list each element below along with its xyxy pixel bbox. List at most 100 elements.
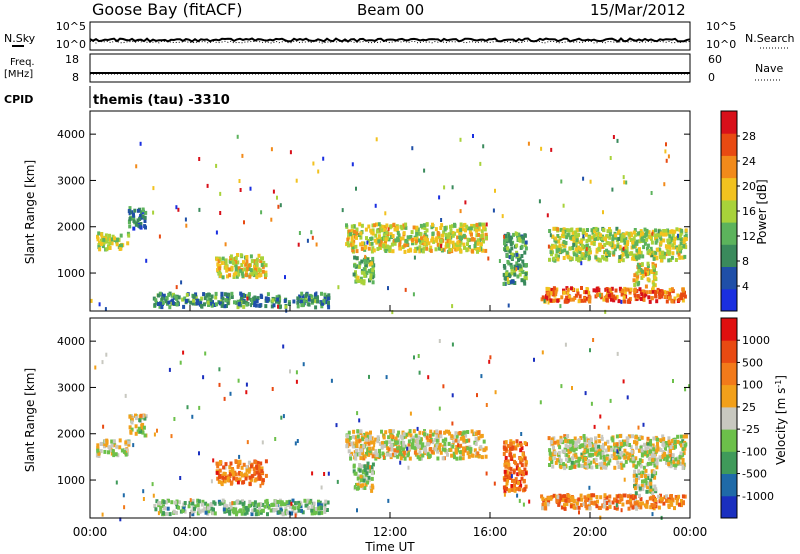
data-cell xyxy=(411,438,415,443)
data-cell xyxy=(438,339,441,343)
data-cell xyxy=(350,237,354,242)
data-cell xyxy=(210,294,214,299)
data-cell xyxy=(265,298,269,303)
data-cell xyxy=(288,499,292,504)
data-cell xyxy=(564,498,568,503)
data-cell xyxy=(455,445,459,449)
data-cell xyxy=(646,261,650,266)
data-cell xyxy=(201,499,205,504)
data-cell xyxy=(602,504,606,508)
data-cell xyxy=(604,309,607,314)
data-cell xyxy=(521,239,525,244)
data-cell xyxy=(590,241,594,246)
data-cell xyxy=(570,235,574,239)
data-cell xyxy=(509,466,513,471)
data-cell xyxy=(336,479,339,484)
data-cell xyxy=(240,263,244,267)
data-cell xyxy=(520,446,524,451)
data-cell xyxy=(658,251,662,256)
data-cell xyxy=(385,375,388,380)
data-cell xyxy=(475,222,479,227)
data-cell xyxy=(419,440,423,445)
data-cell xyxy=(582,176,585,181)
data-cell xyxy=(218,263,222,268)
data-cell xyxy=(506,280,510,284)
data-cell xyxy=(465,248,469,253)
data-cell xyxy=(186,405,189,410)
data-cell xyxy=(546,213,549,218)
data-cell xyxy=(207,297,211,302)
data-cell xyxy=(120,243,123,248)
data-cell xyxy=(374,203,377,208)
data-cell xyxy=(479,236,483,241)
data-cell xyxy=(645,499,649,504)
data-cell xyxy=(173,500,177,505)
data-cell xyxy=(260,466,264,471)
data-cell xyxy=(396,448,400,453)
data-cell xyxy=(400,226,404,231)
data-cell xyxy=(544,506,548,511)
data-cell xyxy=(452,440,455,445)
data-cell xyxy=(362,478,366,483)
data-cell xyxy=(402,231,406,236)
data-cell xyxy=(423,226,427,230)
colorbar-tick-label: 4 xyxy=(742,280,749,293)
data-cell xyxy=(310,504,314,509)
data-cell xyxy=(138,217,142,221)
data-cell xyxy=(662,456,666,461)
data-cell xyxy=(108,233,111,238)
data-cell xyxy=(223,292,227,297)
data-cell xyxy=(576,227,580,232)
data-cell xyxy=(564,342,567,347)
data-cell xyxy=(213,501,217,506)
data-cell xyxy=(228,465,232,470)
data-cell xyxy=(636,274,640,279)
data-cell xyxy=(394,238,398,243)
data-cell xyxy=(379,237,383,242)
data-cell xyxy=(443,430,447,435)
data-cell xyxy=(458,235,462,240)
data-cell xyxy=(680,499,683,503)
data-cell xyxy=(672,241,676,246)
data-cell xyxy=(664,441,668,445)
data-cell xyxy=(484,236,488,240)
data-cell xyxy=(217,259,221,264)
data-cell xyxy=(359,276,363,281)
data-cell xyxy=(510,235,514,240)
data-cell xyxy=(465,438,469,443)
data-cell xyxy=(327,305,331,310)
data-cell xyxy=(152,210,155,215)
data-cell xyxy=(678,255,682,260)
data-cell xyxy=(635,271,639,276)
data-cell xyxy=(561,494,565,499)
data-cell xyxy=(623,477,626,482)
data-cell xyxy=(563,494,567,499)
data-cell xyxy=(644,284,648,289)
data-cell xyxy=(662,251,666,256)
data-cell xyxy=(592,493,596,498)
data-cell xyxy=(670,497,674,502)
data-cell xyxy=(118,445,122,450)
data-cell xyxy=(585,243,589,248)
data-cell xyxy=(397,233,401,238)
data-cell xyxy=(341,208,344,213)
data-cell xyxy=(368,446,372,451)
data-cell xyxy=(405,239,409,244)
data-cell xyxy=(575,501,579,506)
y-tick-label: 2000 xyxy=(57,221,85,234)
data-cell xyxy=(264,473,268,478)
data-cell xyxy=(591,452,595,457)
data-cell xyxy=(644,446,648,451)
data-cell xyxy=(508,249,512,254)
data-cell xyxy=(549,496,553,501)
data-cell xyxy=(139,213,143,218)
data-cell xyxy=(135,164,138,169)
data-cell xyxy=(608,227,611,231)
data-cell xyxy=(416,246,420,251)
data-cell xyxy=(618,500,622,504)
data-cell xyxy=(355,439,359,444)
data-cell xyxy=(279,304,282,309)
data-cell xyxy=(410,442,414,447)
data-cell xyxy=(638,471,642,476)
data-cell xyxy=(160,305,164,310)
